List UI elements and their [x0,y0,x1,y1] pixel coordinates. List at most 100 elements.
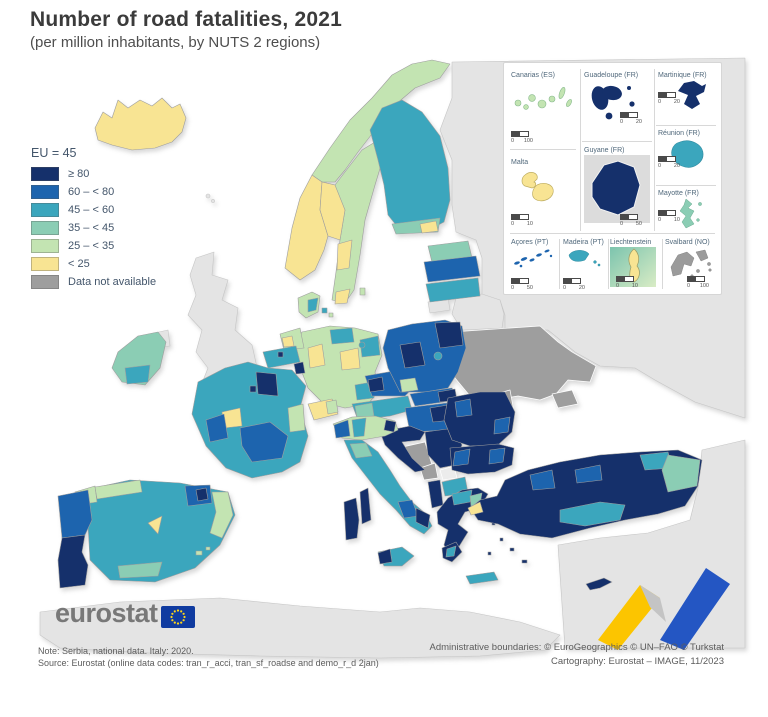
legend-label: < 25 [68,258,90,270]
panel-divider [580,69,581,231]
footer-note: Note: Serbia, national data. Italy: 2020… [38,646,194,656]
inset-svalbard: Svalbard (NO) 0 100 [665,239,717,291]
aegean-islands [487,521,528,564]
inset-mayotte: Mayotte (FR) 0 10 [658,190,716,232]
image-ribbons [598,568,730,650]
footer-admin-boundaries: Administrative boundaries: © EuroGeograp… [429,642,724,653]
inset-liechtenstein-label: Liechtenstein [610,239,652,246]
inset-acores-scale: 0 50 [511,278,541,291]
panel-divider [559,239,560,289]
eurostat-logo: eurostat [55,598,195,629]
scale-bar [620,112,638,118]
scale-max: 20 [578,285,585,291]
panel-divider [656,125,716,126]
scale-bar [511,214,529,220]
inset-malta-label: Malta [511,159,529,166]
canarias-islands [514,87,572,110]
scale-min: 0 [616,283,620,289]
inset-reunion: Réunion (FR) 0 20 [658,130,716,182]
malta-island [521,172,554,202]
svalbard-islands [670,249,712,278]
legend-label: 45 – < 60 [68,204,115,216]
ribbon-gray [640,585,666,622]
madrid [147,515,163,535]
inset-reunion-scale: 0 20 [658,156,688,169]
scale-max: 20 [673,163,680,169]
lithuania [425,277,481,303]
panel-divider [510,233,715,234]
legend-eu-value: EU = 45 [31,146,77,160]
mayotte-island [679,198,702,229]
inset-svalbard-label: Svalbard (NO) [665,239,710,246]
legend-swatch [31,239,59,253]
scale-min: 0 [658,99,662,105]
luxembourg [293,361,306,375]
legend-swatch [31,257,59,271]
legend-row: < 25 [31,257,156,271]
warsaw-dot [433,351,443,361]
scale-min: 0 [511,138,515,144]
legend: EU = 45 ≥ 80 60 – < 80 45 – < 60 35 – < … [31,146,156,293]
scale-min: 0 [511,221,515,227]
scale-bar [658,210,676,216]
inset-mayotte-scale: 0 10 [658,210,688,223]
corsica [359,487,372,525]
page-subtitle: (per million inhabitants, by NUTS 2 regi… [30,34,321,51]
inset-martinique-scale: 0 20 [658,92,688,105]
inset-acores: Açores (PT) 0 50 [511,239,557,291]
scale-bar [658,92,676,98]
scale-min: 0 [563,285,567,291]
inset-canarias-label: Canarias (ES) [511,72,555,79]
portugal-south [57,534,89,589]
scale-max: 50 [526,285,533,291]
eu-flag-icon [160,605,195,628]
brussels-dot [277,351,284,358]
legend-swatch [31,275,59,289]
scale-max: 100 [699,283,709,289]
paris-dot [249,385,257,393]
reunion-island [671,140,704,168]
footer-credits: Administrative boundaries: © EuroGeograp… [384,641,724,669]
legend-label: Data not available [68,276,157,288]
berlin-dot [358,341,366,349]
legend-row: 35 – < 45 [31,221,156,235]
scale-max: 20 [673,99,680,105]
footer-source: Source: Eurostat (online data codes: tra… [38,658,379,669]
scale-max: 20 [635,119,642,125]
denmark [297,291,334,319]
finland [369,99,451,235]
ribbon-yellow [598,585,660,650]
italy [332,415,433,567]
legend-row: Data not available [31,275,156,289]
panel-divider [654,69,655,231]
albania [427,479,444,509]
ukraine [445,325,597,401]
inset-martinique-label: Martinique (FR) [658,72,707,79]
legend-label: 60 – < 80 [68,186,115,198]
inset-guyane-label: Guyane (FR) [584,147,625,154]
inset-reunion-label: Réunion (FR) [658,130,701,137]
inset-liechtenstein-scale: 0 10 [616,276,646,289]
legend-label: ≥ 80 [68,168,90,180]
inset-canarias: Canarias (ES) 0 100 [511,72,577,144]
guyane-region [584,155,650,223]
scale-max: 50 [635,221,642,227]
scale-bar [620,214,638,220]
legend-label: 35 – < 45 [68,222,115,234]
turkey [467,449,703,539]
inset-guadeloupe: Guadeloupe (FR) 0 20 [584,72,652,138]
scale-max: 100 [523,138,533,144]
panel-divider [582,141,652,142]
eurostat-logo-text: eurostat [55,598,158,628]
scale-min: 0 [511,285,515,291]
legend-label: 25 – < 35 [68,240,115,252]
sardinia [343,497,360,541]
inset-guyane: Guyane (FR) 0 50 [584,147,652,229]
france [191,361,372,525]
iberia [57,479,236,589]
acores-islands [514,249,553,268]
legend-swatch [31,167,59,181]
panel-divider [510,149,576,150]
